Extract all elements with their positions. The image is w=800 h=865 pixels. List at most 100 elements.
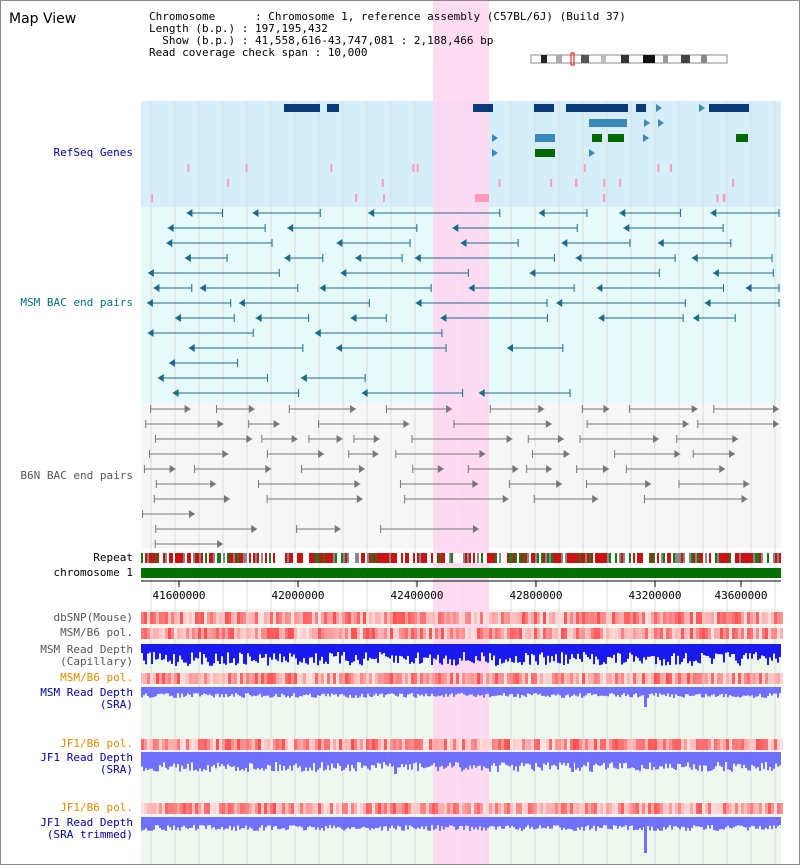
read-depth-bar bbox=[703, 687, 705, 698]
repeat-mark bbox=[519, 553, 521, 563]
dbsnp-strip bbox=[354, 612, 357, 624]
bac-end-marker bbox=[446, 405, 453, 413]
track-label-msm-bac[interactable]: MSM BAC end pairs bbox=[20, 296, 133, 309]
msm-b6-pol-strip bbox=[234, 628, 237, 639]
read-depth-bar bbox=[713, 644, 715, 659]
track-label-dbsnp[interactable]: dbSNP(Mouse) bbox=[53, 611, 133, 624]
repeat-mark bbox=[737, 553, 739, 563]
repeat-mark bbox=[633, 553, 635, 563]
read-depth-bar bbox=[603, 752, 605, 763]
repeat-mark bbox=[177, 553, 179, 563]
gene-marker bbox=[416, 164, 419, 172]
msm-b6-pol-strip bbox=[612, 628, 615, 639]
read-depth-bar bbox=[163, 817, 165, 830]
msm-b6-pol-strip bbox=[747, 673, 750, 684]
msm-b6-pol-strip bbox=[267, 673, 270, 684]
repeat-mark bbox=[169, 553, 171, 563]
track-label-jf1-rd-sra[interactable]: JF1 Read Depth bbox=[40, 751, 133, 764]
dbsnp-strip bbox=[678, 612, 681, 624]
read-depth-bar bbox=[467, 817, 469, 826]
read-depth-bar bbox=[539, 644, 541, 655]
bac-end-marker bbox=[222, 450, 229, 458]
msm-b6-pol-strip bbox=[393, 628, 396, 639]
jf1-b6-pol-strip bbox=[153, 803, 156, 814]
jf1-b6-pol-strip bbox=[294, 803, 297, 814]
read-depth-bar bbox=[451, 644, 453, 666]
read-depth-bar bbox=[191, 817, 193, 828]
msm-b6-pol-strip bbox=[594, 673, 597, 684]
dbsnp-strip bbox=[276, 612, 279, 624]
read-depth-bar bbox=[291, 817, 293, 826]
read-depth-bar bbox=[397, 752, 399, 768]
read-depth-bar bbox=[487, 752, 489, 769]
track-label-repeat[interactable]: Repeat bbox=[93, 551, 133, 564]
jf1-b6-pol-strip bbox=[726, 739, 729, 750]
read-depth-bar bbox=[301, 687, 303, 697]
msm-b6-pol-strip bbox=[213, 673, 216, 684]
msm-b6-pol-strip bbox=[339, 628, 342, 639]
dbsnp-strip bbox=[531, 612, 534, 624]
read-depth-bar bbox=[609, 687, 611, 694]
read-depth-bar bbox=[299, 752, 301, 767]
jf1-b6-pol-strip bbox=[390, 803, 393, 814]
track-label-chromosome[interactable]: chromosome 1 bbox=[53, 566, 133, 579]
read-depth-bar bbox=[297, 687, 299, 698]
msm-b6-pol-strip bbox=[291, 628, 294, 639]
read-depth-bar bbox=[219, 644, 221, 665]
read-depth-bar bbox=[731, 817, 733, 829]
read-depth-bar bbox=[359, 752, 361, 763]
gene-marker bbox=[716, 194, 719, 202]
track-label-jf1-rd-trim[interactable]: JF1 Read Depth bbox=[40, 816, 133, 829]
read-depth-bar bbox=[215, 752, 217, 769]
repeat-mark bbox=[155, 553, 157, 563]
read-depth-bar bbox=[641, 752, 643, 766]
dbsnp-strip bbox=[666, 612, 669, 624]
track-label-jf1-b6-pol-2[interactable]: JF1/B6 pol. bbox=[60, 801, 133, 814]
read-depth-bar bbox=[369, 687, 371, 697]
read-depth-bar bbox=[233, 752, 235, 767]
msm-b6-pol-strip bbox=[525, 628, 528, 639]
repeat-mark bbox=[153, 553, 155, 563]
read-depth-bar bbox=[715, 752, 717, 767]
read-depth-bar bbox=[431, 752, 433, 766]
track-label-b6n-bac[interactable]: B6N BAC end pairs bbox=[20, 469, 133, 482]
msm-b6-pol-strip bbox=[681, 628, 684, 639]
read-depth-bar bbox=[147, 817, 149, 831]
track-label-msm-rd-sra[interactable]: MSM Read Depth bbox=[40, 686, 133, 699]
jf1-b6-pol-strip bbox=[279, 803, 282, 814]
dbsnp-strip bbox=[519, 612, 522, 624]
track-label-msm-b6-pol-2[interactable]: MSM/B6 pol. bbox=[60, 671, 133, 684]
read-depth-bar bbox=[365, 817, 367, 828]
repeat-mark bbox=[215, 553, 217, 563]
msm-b6-pol-strip bbox=[486, 673, 489, 684]
track-label-msm-b6-pol-1[interactable]: MSM/B6 pol. bbox=[60, 626, 133, 639]
read-depth-bar bbox=[621, 817, 623, 828]
jf1-b6-pol-strip bbox=[321, 803, 324, 814]
repeat-mark bbox=[287, 553, 289, 563]
jf1-b6-pol-strip bbox=[744, 803, 747, 814]
track-label-jf1-b6-pol-1[interactable]: JF1/B6 pol. bbox=[60, 737, 133, 750]
track-label-refseq[interactable]: RefSeq Genes bbox=[53, 146, 133, 159]
repeat-mark bbox=[639, 553, 641, 563]
read-depth-bar bbox=[629, 817, 631, 826]
repeat-mark bbox=[663, 553, 665, 563]
read-depth-bar bbox=[187, 687, 189, 694]
track-label-msm-rd-cap[interactable]: MSM Read Depth bbox=[40, 643, 133, 656]
gene-feature bbox=[736, 134, 748, 142]
read-depth-bar bbox=[283, 752, 285, 766]
jf1-b6-pol-strip bbox=[627, 739, 630, 750]
read-depth-bar bbox=[201, 752, 203, 772]
repeat-mark bbox=[291, 553, 293, 563]
repeat-mark bbox=[349, 553, 351, 563]
msm-b6-pol-strip bbox=[237, 628, 240, 639]
jf1-b6-pol-strip bbox=[198, 739, 201, 750]
msm-b6-pol-strip bbox=[444, 628, 447, 639]
read-depth-bar bbox=[461, 687, 463, 694]
jf1-b6-pol-strip bbox=[183, 803, 186, 814]
read-depth-bar bbox=[201, 687, 203, 696]
msm-b6-pol-strip bbox=[672, 628, 675, 639]
msm-b6-pol-strip bbox=[558, 673, 561, 684]
chromosome-value: Chromosome 1, reference assembly (C57BL/… bbox=[268, 10, 626, 23]
msm-b6-pol-strip bbox=[285, 628, 288, 639]
